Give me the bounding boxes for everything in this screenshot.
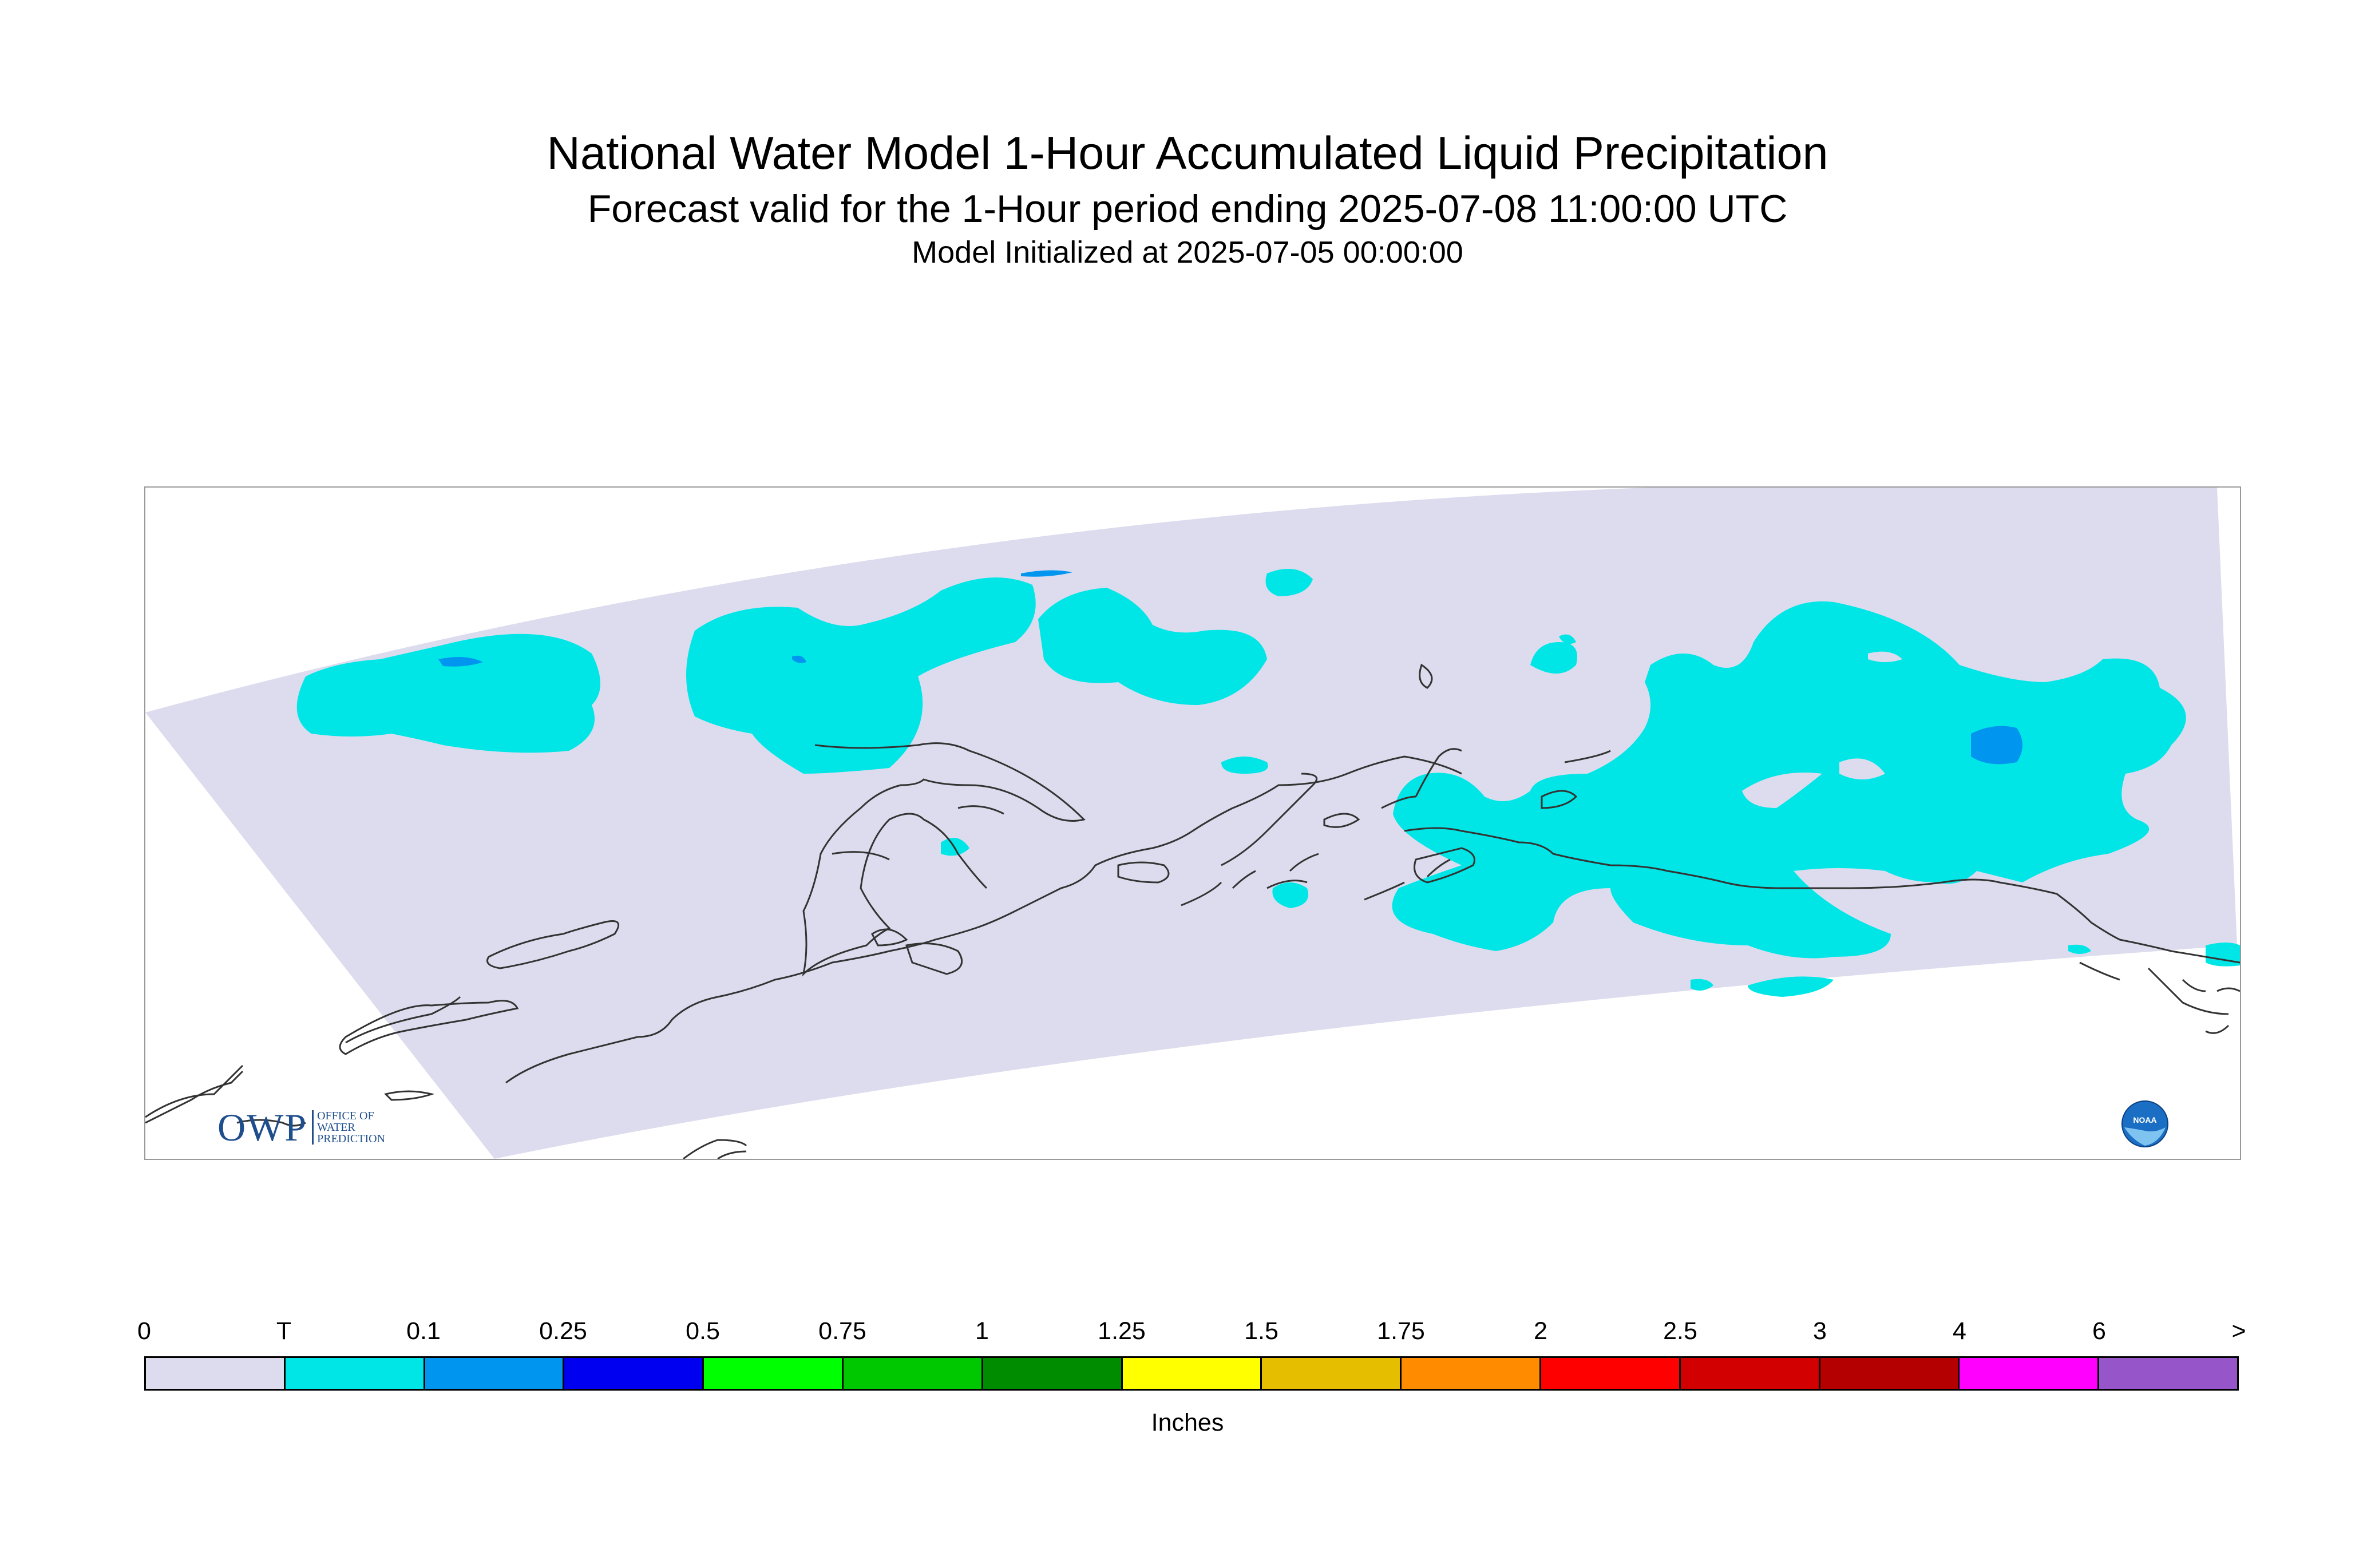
- precip-area-mid: [1221, 757, 1268, 774]
- owp-logo: OWP OFFICE OF WATER PREDICTION: [217, 1105, 385, 1149]
- light-spot-nw: [438, 657, 483, 667]
- legend-bin: [564, 1358, 704, 1389]
- precip-area-s4: [1748, 976, 1834, 997]
- dry-gap-1: [1868, 651, 1902, 662]
- owp-logo-subtext: OFFICE OF WATER PREDICTION: [312, 1110, 385, 1145]
- coast-northern: [1415, 663, 1462, 797]
- map-title: National Water Model 1-Hour Accumulated …: [547, 128, 1828, 179]
- legend-bin: [1960, 1358, 2100, 1389]
- legend-tick-label: 1.25: [1098, 1317, 1146, 1345]
- trace-precip-areas: [296, 569, 2240, 997]
- coast-island-3: [905, 943, 963, 975]
- model-domain: [145, 488, 2237, 1159]
- legend-bin: [285, 1358, 425, 1389]
- legend-tick-label: 4: [1953, 1317, 1966, 1345]
- coast-sw-island: [384, 1090, 435, 1101]
- legend-tick-label: 0.75: [818, 1317, 866, 1345]
- coast-inner: [832, 750, 1611, 861]
- coast-island-2: [339, 1000, 519, 1055]
- light-spot-n: [1021, 570, 1072, 577]
- map-panel: [144, 486, 2241, 1160]
- legend-tick-label: 0.1: [406, 1317, 441, 1345]
- coast-peninsula: [802, 742, 1086, 977]
- precip-area-nc: [686, 577, 1036, 774]
- precip-map: [145, 488, 2240, 1159]
- legend-tick-label: 0.5: [686, 1317, 720, 1345]
- legend-tick-label: 0: [137, 1317, 151, 1345]
- coast-islands-east: [1323, 790, 1578, 884]
- legend-tick-label: 1.5: [1244, 1317, 1278, 1345]
- coast-alaska-range: [1221, 773, 1416, 866]
- light-spot-nc: [792, 655, 806, 663]
- model-init-label: Model Initialized at 2025-07-05 00:00:00: [912, 235, 1463, 270]
- precip-legend-bar: [144, 1356, 2239, 1391]
- coast-island-4: [871, 928, 908, 947]
- dry-gap-3: [1742, 773, 1822, 808]
- legend-tick-label: 2.5: [1663, 1317, 1697, 1345]
- owp-logo-line: WATER: [317, 1121, 355, 1134]
- legend-bin: [1820, 1358, 1960, 1389]
- legend-bin: [704, 1358, 844, 1389]
- dry-gap-2: [1839, 758, 1885, 779]
- legend-bin: [983, 1358, 1123, 1389]
- legend-bin: [1402, 1358, 1541, 1389]
- coast-island-1: [486, 920, 620, 969]
- precip-area-s3: [1691, 979, 1713, 991]
- light-spot-ne: [1971, 726, 2022, 765]
- legend-tick-label: 6: [2092, 1317, 2106, 1345]
- precip-area-se2: [2068, 944, 2091, 954]
- dry-gaps: [1742, 651, 1902, 808]
- coast-chain: [1181, 853, 1451, 906]
- owp-logo-line: PREDICTION: [317, 1133, 385, 1145]
- precip-area-n: [1265, 569, 1313, 596]
- legend-tick-label: 1: [975, 1317, 989, 1345]
- legend-tick-label: T: [276, 1317, 292, 1345]
- legend-unit-label: Inches: [1151, 1409, 1224, 1436]
- legend-tick-label: 2: [1534, 1317, 1547, 1345]
- owp-logo-line: OFFICE OF: [317, 1110, 374, 1122]
- coast-bottom: [683, 1139, 747, 1159]
- noaa-logo: NOAA: [2121, 1100, 2168, 1147]
- legend-bin: [2099, 1358, 2237, 1389]
- legend-tick-label: 0.25: [539, 1317, 587, 1345]
- legend-bin: [1262, 1358, 1402, 1389]
- owp-logo-letters: OWP: [217, 1105, 308, 1149]
- legend-bin: [843, 1358, 983, 1389]
- precip-area-se: [2206, 943, 2240, 967]
- legend-bin: [425, 1358, 565, 1389]
- coast-far-east: [2079, 961, 2240, 1034]
- legend-tick-label: >: [2231, 1317, 2246, 1345]
- legend-tick-label: 1.75: [1377, 1317, 1425, 1345]
- precip-area-e-small: [1530, 642, 1577, 674]
- map-subtitle: Forecast valid for the 1-Hour period end…: [587, 187, 1788, 231]
- coast-kenai: [1117, 861, 1170, 884]
- legend-bin: [1541, 1358, 1681, 1389]
- precip-area-s2: [941, 838, 969, 856]
- legend-bin: [1680, 1358, 1820, 1389]
- legend-tick-label: 3: [1813, 1317, 1827, 1345]
- coast-mainland: [145, 755, 2240, 1118]
- coast-sw: [145, 1070, 306, 1127]
- light-precip-areas: [438, 570, 2022, 765]
- legend-bin: [146, 1358, 286, 1389]
- legend-bin: [1122, 1358, 1262, 1389]
- precip-area-nw: [296, 633, 600, 753]
- coastlines: [145, 663, 2240, 1159]
- precip-area-e-dot: [1559, 634, 1576, 644]
- noaa-logo-text: NOAA: [2133, 1115, 2156, 1124]
- precip-area-s1: [1272, 882, 1308, 908]
- precip-area-bay: [1038, 588, 1267, 705]
